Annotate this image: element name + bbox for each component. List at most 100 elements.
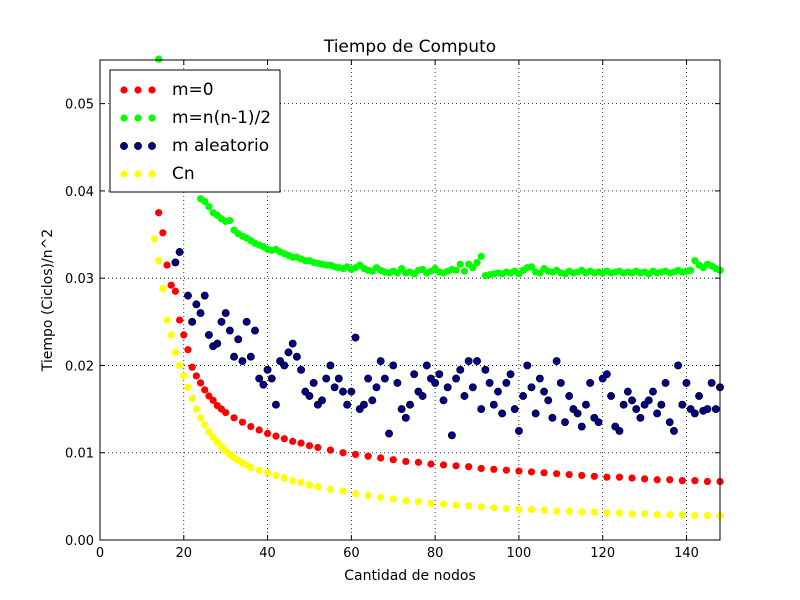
data-point — [196, 414, 205, 422]
data-point — [691, 511, 699, 520]
data-point — [213, 339, 222, 348]
data-point — [527, 263, 536, 271]
data-point — [343, 400, 352, 409]
data-point — [711, 405, 720, 414]
data-point — [452, 374, 461, 383]
data-point — [351, 333, 360, 342]
grid-lines — [99, 60, 720, 541]
data-point — [201, 197, 209, 205]
data-point — [586, 378, 595, 387]
x-tick-label: 20 — [176, 546, 193, 561]
data-point — [456, 365, 465, 374]
data-point — [305, 442, 314, 450]
data-point — [267, 374, 276, 383]
data-point — [602, 370, 611, 379]
legend-marker — [120, 142, 128, 150]
data-point — [204, 330, 213, 339]
data-point — [477, 405, 486, 414]
data-point — [556, 378, 565, 387]
data-point — [666, 476, 674, 484]
data-point — [465, 463, 473, 471]
data-point — [490, 465, 498, 473]
data-point — [205, 203, 213, 211]
legend-marker — [134, 86, 142, 94]
data-point — [510, 405, 519, 414]
legend-label: m aleatorio — [172, 136, 269, 156]
data-point — [175, 361, 184, 370]
legend-marker — [148, 170, 156, 178]
data-point — [565, 470, 573, 479]
data-point — [380, 374, 389, 383]
data-point — [506, 370, 515, 379]
data-point — [238, 357, 247, 366]
data-point — [553, 470, 561, 478]
data-point — [255, 374, 264, 383]
data-point — [473, 258, 481, 267]
data-point — [209, 396, 217, 404]
legend-marker — [148, 114, 156, 122]
data-point — [515, 467, 523, 475]
data-point — [280, 435, 288, 443]
data-point — [255, 426, 263, 434]
data-point — [318, 396, 326, 405]
chart-title: Tiempo de Computo — [323, 37, 496, 57]
data-point — [691, 477, 699, 485]
data-point — [414, 458, 422, 466]
data-point — [326, 485, 335, 493]
data-point — [636, 413, 645, 422]
data-point — [326, 446, 335, 454]
data-point — [653, 409, 662, 418]
plot-frame — [99, 59, 721, 541]
data-point — [401, 413, 410, 422]
data-point — [339, 387, 347, 396]
x-tick-label: 80 — [427, 546, 444, 561]
data-point — [489, 400, 498, 409]
data-point — [628, 510, 636, 518]
data-point — [544, 396, 553, 405]
legend-entry: Cn — [120, 164, 195, 184]
series-2 — [171, 248, 724, 440]
data-point — [427, 460, 435, 468]
data-point — [514, 426, 523, 435]
data-point — [368, 396, 377, 405]
data-point — [502, 466, 510, 474]
data-point — [359, 400, 368, 409]
data-point — [196, 309, 205, 318]
legend-marker — [148, 86, 156, 94]
x-tick-label: 60 — [343, 546, 360, 561]
data-point — [209, 433, 217, 441]
data-point — [263, 429, 272, 438]
data-point — [452, 462, 460, 470]
data-point — [230, 414, 238, 422]
data-point — [322, 374, 331, 383]
data-point — [184, 346, 192, 354]
data-point — [439, 396, 448, 405]
data-point — [535, 374, 544, 383]
data-points — [150, 55, 724, 520]
data-point — [251, 326, 259, 335]
data-point — [594, 418, 603, 427]
data-point — [234, 335, 243, 344]
data-point — [192, 300, 201, 309]
series-0 — [155, 209, 724, 486]
data-point — [678, 400, 687, 409]
data-point — [305, 481, 314, 489]
legend-entry: m=n(n-1)/2 — [120, 108, 271, 128]
data-point — [284, 348, 293, 357]
data-point — [155, 55, 163, 63]
data-point — [171, 287, 180, 295]
data-point — [339, 487, 347, 495]
data-point — [485, 378, 494, 387]
data-point — [703, 405, 712, 414]
data-point — [477, 252, 485, 260]
data-point — [477, 503, 485, 511]
data-point — [465, 502, 473, 510]
data-point — [159, 285, 167, 293]
data-point — [414, 498, 422, 506]
data-point — [201, 421, 209, 429]
data-point — [653, 476, 661, 484]
data-point — [339, 449, 347, 457]
data-point — [263, 365, 272, 374]
data-point — [703, 511, 712, 520]
data-point — [226, 216, 234, 225]
